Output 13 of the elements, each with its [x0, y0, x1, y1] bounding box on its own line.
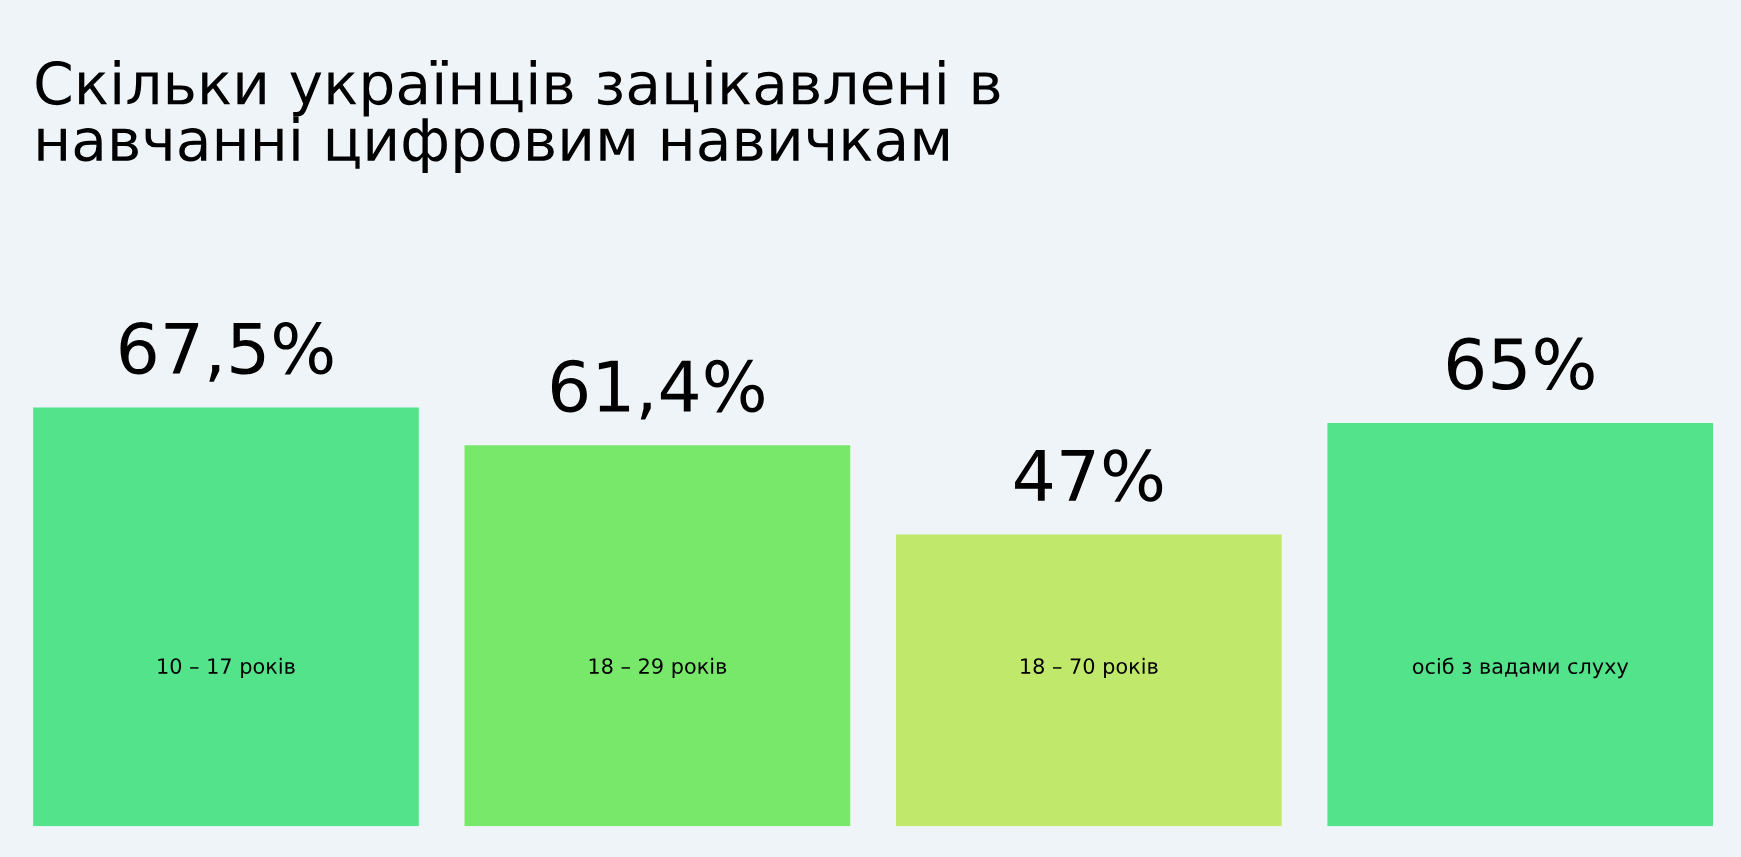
x-tick-label: 18 – 29 років — [589, 657, 727, 678]
chart-title: Скільки українців зацікавлені в навчанні цифровим навичкам — [36, 59, 1000, 173]
bar — [895, 534, 1282, 827]
x-tick-label: 18 – 70 років — [1021, 657, 1158, 678]
bar — [33, 407, 419, 827]
data-label: 47% — [1015, 449, 1163, 502]
data-label: 61,4% — [551, 359, 764, 420]
bar — [464, 445, 851, 827]
data-label: 67,5% — [120, 322, 333, 382]
data-label: 65% — [1447, 337, 1594, 391]
x-tick-label: 10 – 17 років — [158, 657, 295, 678]
x-tick-label: осіб з вадами слуху — [1412, 657, 1629, 679]
bar — [1327, 422, 1714, 827]
